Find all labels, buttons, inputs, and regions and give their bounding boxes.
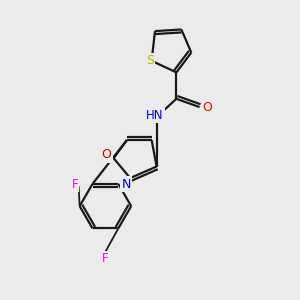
Text: F: F [71,178,78,191]
Text: F: F [102,252,109,265]
Text: O: O [101,148,111,161]
Text: N: N [122,178,131,190]
Text: HN: HN [146,109,164,122]
Text: O: O [202,100,212,114]
Text: S: S [146,54,154,67]
